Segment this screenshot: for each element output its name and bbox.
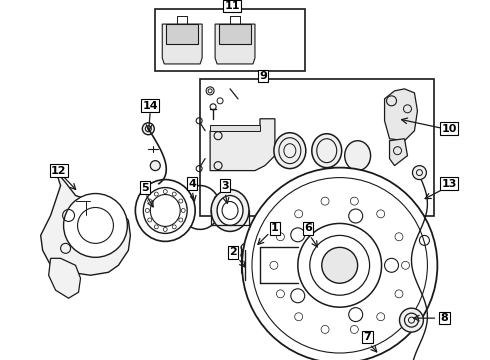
Text: 2: 2: [229, 247, 237, 257]
Ellipse shape: [135, 180, 195, 242]
Text: 10: 10: [441, 124, 457, 134]
Text: 11: 11: [224, 1, 240, 11]
Circle shape: [242, 168, 438, 360]
Polygon shape: [210, 119, 275, 171]
Ellipse shape: [274, 133, 306, 168]
Circle shape: [322, 247, 358, 283]
Text: 14: 14: [143, 101, 158, 111]
Ellipse shape: [217, 195, 243, 225]
Polygon shape: [49, 258, 80, 298]
Circle shape: [64, 194, 127, 257]
Text: 3: 3: [221, 181, 229, 190]
Ellipse shape: [241, 249, 269, 261]
Polygon shape: [162, 24, 202, 64]
Ellipse shape: [211, 190, 249, 231]
Polygon shape: [210, 125, 260, 131]
Text: 8: 8: [441, 313, 448, 323]
Text: 5: 5: [142, 183, 149, 193]
Bar: [200, 79, 435, 216]
Polygon shape: [41, 171, 130, 275]
Bar: [155, 9, 305, 71]
Text: 6: 6: [304, 224, 312, 233]
Polygon shape: [215, 24, 255, 64]
Circle shape: [142, 123, 154, 135]
Ellipse shape: [344, 141, 370, 171]
Text: 9: 9: [259, 71, 267, 81]
Circle shape: [399, 308, 423, 332]
Text: 1: 1: [271, 224, 279, 233]
Polygon shape: [166, 24, 198, 44]
Ellipse shape: [144, 188, 187, 233]
Polygon shape: [219, 24, 251, 44]
Circle shape: [77, 207, 113, 243]
Polygon shape: [385, 89, 417, 141]
Text: 7: 7: [364, 332, 371, 342]
Circle shape: [413, 166, 426, 180]
Circle shape: [252, 177, 427, 353]
Circle shape: [150, 161, 160, 171]
Text: 12: 12: [51, 166, 66, 176]
Text: 13: 13: [441, 179, 457, 189]
Ellipse shape: [241, 242, 269, 253]
Ellipse shape: [312, 134, 342, 168]
Polygon shape: [390, 139, 408, 166]
Text: 4: 4: [188, 179, 196, 189]
